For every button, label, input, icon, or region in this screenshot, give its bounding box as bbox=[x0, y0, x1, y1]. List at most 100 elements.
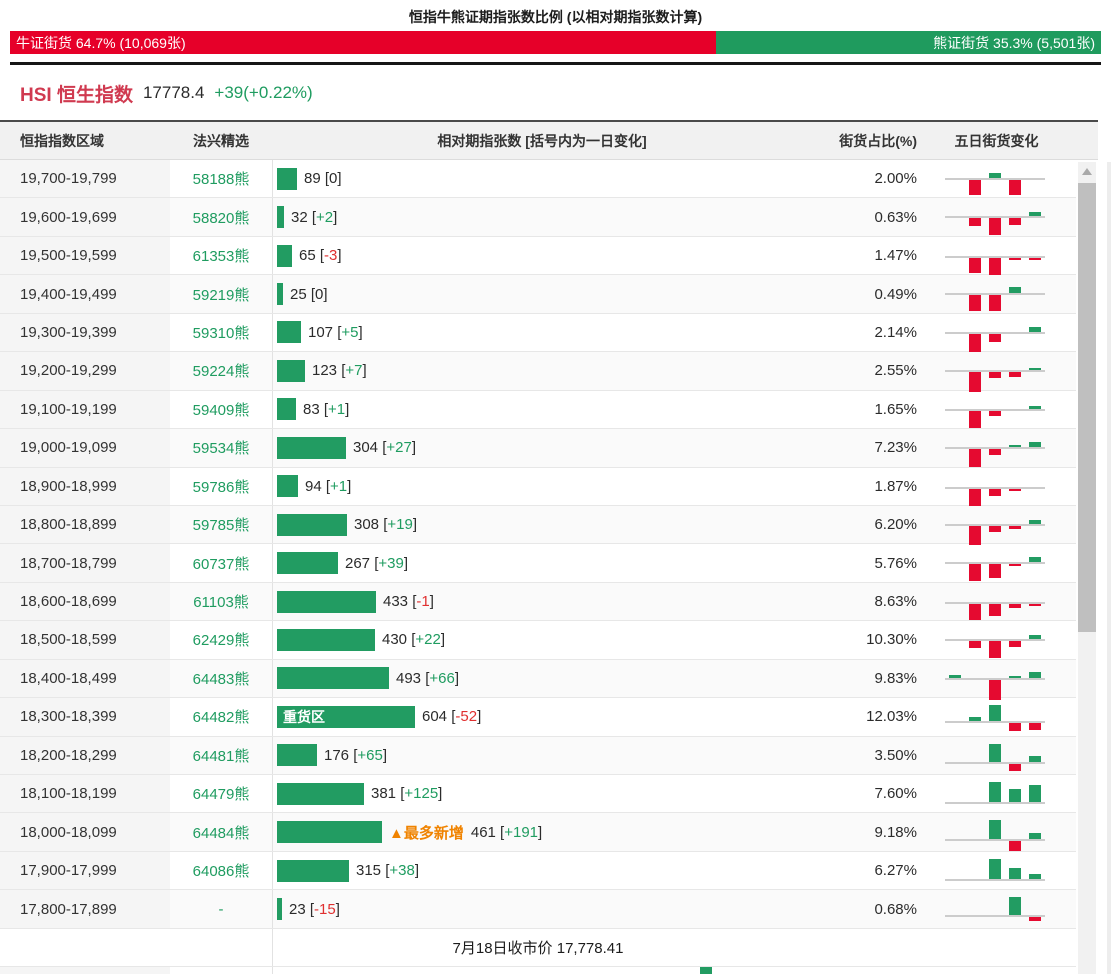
minichart-up-bar bbox=[1009, 675, 1021, 678]
warrant-code-link[interactable]: 60737熊 bbox=[192, 555, 250, 573]
street-pct-cell: 6.20% bbox=[812, 505, 917, 544]
table-scrollbar[interactable] bbox=[1078, 162, 1096, 974]
warrant-code-cell: 61103熊 bbox=[170, 582, 272, 621]
five-day-chart-cell bbox=[917, 852, 1076, 889]
contracts-value: 94 [+1] bbox=[305, 477, 352, 495]
heavy-zone-label: 重货区 bbox=[283, 708, 325, 725]
table-header-row: 恒指指数区域 法兴精选 相对期指张数 [括号内为一日变化] 街货占比(%) 五日… bbox=[0, 120, 1098, 160]
contracts-bar bbox=[277, 821, 382, 844]
minichart-down-bar bbox=[989, 525, 1001, 532]
warrant-code-link[interactable]: 59409熊 bbox=[192, 401, 250, 419]
warrant-code-link[interactable]: 58188熊 bbox=[192, 171, 250, 189]
contracts-bar bbox=[277, 206, 284, 229]
minichart-down-bar bbox=[1029, 723, 1041, 731]
scrollbar-thumb[interactable] bbox=[1078, 183, 1096, 632]
warrant-code-link[interactable]: 64479熊 bbox=[192, 786, 250, 804]
minichart-baseline bbox=[945, 293, 1045, 296]
five-day-chart-cell bbox=[917, 775, 1076, 812]
minichart-down-bar bbox=[1009, 488, 1021, 491]
warrant-code-link[interactable]: 58820熊 bbox=[192, 209, 250, 227]
minichart-up-bar bbox=[989, 743, 1001, 762]
five-day-minichart bbox=[945, 544, 1045, 582]
warrant-code-cell: - bbox=[170, 890, 272, 928]
warrant-code-link[interactable]: 64481熊 bbox=[192, 747, 250, 765]
contracts-cell: 304 [+27] bbox=[272, 429, 812, 467]
warrant-code-cell: 61353熊 bbox=[170, 237, 272, 274]
minichart-baseline bbox=[945, 447, 1045, 450]
contracts-cell: 94 [+1] bbox=[272, 467, 812, 505]
warrant-code-link[interactable]: 59785熊 bbox=[192, 517, 250, 535]
warrant-code-cell: 64484熊 bbox=[170, 813, 272, 851]
contracts-value: 604 [-52] bbox=[422, 708, 482, 726]
warrant-code-link[interactable]: 59310熊 bbox=[192, 324, 250, 342]
warrant-code-link[interactable]: 64482熊 bbox=[192, 709, 250, 727]
table-row: 19,500-19,599 61353熊 65 [-3] 1.47% bbox=[0, 236, 1076, 276]
table-row: 18,100-18,199 64479熊 381 [+125] 7.60% bbox=[0, 775, 1076, 814]
contracts-value: 83 [+1] bbox=[303, 400, 350, 418]
five-day-minichart bbox=[945, 660, 1045, 700]
street-pct-cell: 3.50% bbox=[812, 736, 917, 774]
warrant-code-link[interactable]: 61353熊 bbox=[192, 248, 250, 266]
minichart-up-bar bbox=[1029, 873, 1041, 879]
contracts-value: 267 [+39] bbox=[345, 554, 408, 572]
warrant-code-cell: 59786熊 bbox=[170, 468, 272, 505]
contracts-value: 123 [+7] bbox=[312, 362, 367, 380]
warrant-code-link[interactable]: 59224熊 bbox=[192, 363, 250, 381]
warrant-code-link[interactable]: 59219熊 bbox=[192, 286, 250, 304]
index-range-cell: 19,400-19,499 bbox=[0, 275, 170, 313]
five-day-chart-cell bbox=[917, 659, 1076, 700]
index-summary: HSI 恒生指数 17778.4 +39(+0.22%) bbox=[20, 80, 313, 106]
section-divider bbox=[10, 62, 1101, 65]
contracts-cell: 493 [+66] bbox=[272, 659, 812, 698]
contracts-bar bbox=[277, 436, 346, 459]
minichart-baseline bbox=[945, 331, 1045, 334]
contracts-value: 433 [-1] bbox=[383, 593, 434, 611]
five-day-chart-cell bbox=[917, 621, 1076, 659]
contracts-bar bbox=[277, 667, 389, 690]
minichart-baseline bbox=[945, 915, 1045, 918]
warrant-code-link[interactable]: 59786熊 bbox=[192, 478, 250, 496]
contracts-cell: 23 [-15] bbox=[272, 890, 812, 928]
minichart-down-bar bbox=[969, 333, 981, 352]
five-day-minichart bbox=[945, 852, 1045, 890]
header-five-day: 五日街货变化 bbox=[954, 132, 1039, 149]
contracts-value: 32 [+2] bbox=[291, 208, 338, 226]
warrant-code-cell: 59219熊 bbox=[170, 275, 272, 313]
five-day-minichart bbox=[945, 391, 1045, 429]
street-pct-cell: 9.83% bbox=[812, 659, 917, 698]
warrant-code-link[interactable]: 64483熊 bbox=[192, 670, 250, 688]
minichart-down-bar bbox=[1009, 372, 1021, 378]
minichart-up-bar bbox=[1029, 635, 1041, 640]
table-row: 18,600-18,699 61103熊 433 [-1] 8.63% bbox=[0, 582, 1076, 622]
contracts-bar bbox=[277, 744, 317, 767]
minichart-baseline bbox=[945, 639, 1045, 642]
warrant-code-link[interactable]: 64484熊 bbox=[192, 824, 250, 842]
contracts-cell: 65 [-3] bbox=[272, 236, 812, 275]
table-row: 18,000-18,099 64484熊 ▲最多新增 461 [+191] 9.18% bbox=[0, 813, 1076, 852]
contracts-value: 23 [-15] bbox=[289, 900, 340, 918]
contracts-value: 304 [+27] bbox=[353, 439, 416, 457]
warrant-code-link[interactable]: 64086熊 bbox=[192, 863, 250, 881]
index-range-cell: 19,600-19,699 bbox=[0, 198, 170, 236]
five-day-chart-cell bbox=[917, 890, 1076, 928]
table-row: 19,300-19,399 59310熊 107 [+5] 2.14% bbox=[0, 313, 1076, 353]
minichart-baseline bbox=[945, 721, 1045, 724]
warrant-code-link[interactable]: 59534熊 bbox=[192, 440, 250, 458]
warrant-code-cell: 59310熊 bbox=[170, 314, 272, 351]
street-pct-cell: 8.63% bbox=[812, 582, 917, 621]
table-row: 19,000-19,099 59534熊 304 [+27] 7.23% bbox=[0, 429, 1076, 468]
scrollbar-up-icon[interactable] bbox=[1078, 162, 1096, 180]
table-row: 19,600-19,699 58820熊 32 [+2] 0.63% bbox=[0, 198, 1076, 237]
contracts-value: 493 [+66] bbox=[396, 669, 459, 687]
minichart-down-bar bbox=[989, 295, 1001, 312]
minichart-up-bar bbox=[1029, 833, 1041, 840]
warrant-code-link[interactable]: 61103熊 bbox=[193, 594, 249, 612]
minichart-down-bar bbox=[969, 180, 981, 195]
five-day-chart-cell bbox=[917, 582, 1076, 621]
street-pct-cell: 6.27% bbox=[874, 862, 917, 880]
contracts-bar bbox=[277, 398, 296, 421]
warrant-code-link: - bbox=[218, 900, 224, 918]
five-day-chart-cell bbox=[917, 352, 1076, 393]
street-pct-cell: 1.47% bbox=[874, 247, 917, 265]
warrant-code-link[interactable]: 62429熊 bbox=[192, 632, 250, 650]
